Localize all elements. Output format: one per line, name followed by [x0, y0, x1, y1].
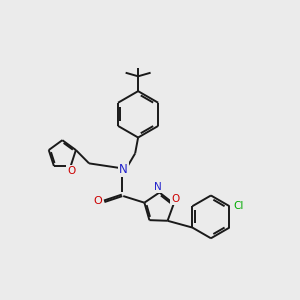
Text: N: N: [154, 182, 162, 193]
Text: N: N: [119, 163, 128, 176]
Text: Cl: Cl: [233, 201, 244, 211]
Text: O: O: [94, 196, 102, 206]
Text: O: O: [171, 194, 179, 204]
Text: O: O: [67, 166, 75, 176]
